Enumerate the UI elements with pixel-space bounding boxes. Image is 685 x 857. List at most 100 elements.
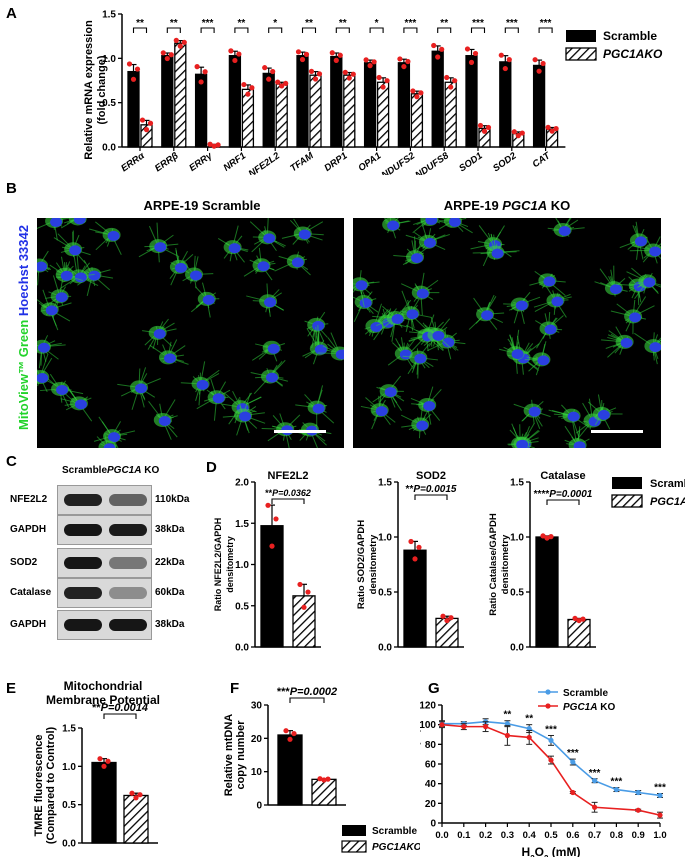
a-dot-scramble <box>363 57 369 63</box>
a-dot-ko <box>143 127 150 133</box>
a-sig-label: *** <box>472 18 484 29</box>
nucleus <box>558 225 571 236</box>
d2-stat-label: **P=0.0015 <box>406 484 457 495</box>
g-x-tick-label: 0.5 <box>544 830 558 841</box>
e-dot-ko <box>137 792 143 798</box>
wb-band <box>109 494 147 506</box>
a-dot-scramble <box>337 52 343 58</box>
d2-ylabel-group: Ratio SOD2/GAPDH densitometry <box>356 520 379 609</box>
a-dot-scramble <box>164 55 170 62</box>
nucleus <box>567 411 580 422</box>
a-dot-ko <box>147 120 154 126</box>
nucleus <box>448 218 461 227</box>
a-dot-scramble <box>435 54 441 60</box>
a-bar-scramble <box>499 61 512 148</box>
a-dot-ko <box>380 84 386 90</box>
g-x-tick-label: 1.0 <box>653 830 666 841</box>
g-point-scramble <box>570 759 576 765</box>
micrograph-ko-image <box>353 218 661 448</box>
panel-f-chart: F 0 10 20 30 ***P=0.0002 Relative mtDNA copy n… <box>223 680 420 853</box>
a-dot-ko <box>215 142 221 148</box>
g-line-ko <box>441 723 661 816</box>
panel-e-plot: 0.0 0.5 1.0 1.5 **P=0.0014 TMRE fluorescence(… <box>33 702 158 850</box>
a-dot-scramble <box>371 59 377 65</box>
nucleus <box>60 270 73 281</box>
g-ylabel: Survivial (%) <box>420 728 421 800</box>
micrograph-title-ko-prefix: ARPE-19 <box>443 198 503 213</box>
a-sig-label: ** <box>305 18 313 29</box>
a-x-tick-label: NFE2L2 <box>247 150 283 175</box>
panel-g-chart: G 0 20 40 60 80 100 120 0.0 0.1 0.2 0.3 0.4 0.5 0.6 0.… <box>420 680 667 857</box>
scale-bar <box>591 430 643 433</box>
nucleus <box>643 277 656 288</box>
wb-protein-label: Catalase <box>10 587 52 598</box>
f-legend-ko: PGC1AKO <box>372 842 420 853</box>
a-x-tick-label: NRF1 <box>221 150 248 173</box>
d1-y-tick-label: 0.0 <box>235 643 249 654</box>
d-legend-swatch-scramble <box>612 477 642 489</box>
d2-y-tick-label: 0.0 <box>378 643 392 654</box>
a-dot-scramble <box>126 61 133 67</box>
g-point-ko <box>592 804 598 810</box>
side-label-green: MitoView™ Green <box>16 319 31 430</box>
g-xlabel-part: 2 <box>530 854 535 857</box>
d1-dot-ko <box>297 581 303 588</box>
micrograph-ko <box>353 218 661 448</box>
g-point-scramble <box>526 726 532 732</box>
nucleus <box>375 406 388 417</box>
a-dot-scramble <box>472 50 479 57</box>
a-dot-ko <box>308 68 315 74</box>
d2-y-tick-label: 1.0 <box>378 533 392 544</box>
g-point-scramble <box>657 792 663 799</box>
nucleus <box>73 218 86 225</box>
d2-stat-stars: ** <box>406 484 414 495</box>
nucleus <box>416 288 429 299</box>
a-x-tick-label: NDUFS8 <box>413 150 451 175</box>
g-y-tick-label: 20 <box>425 799 437 810</box>
a-dot-ko <box>444 74 450 81</box>
nucleus <box>335 349 344 360</box>
nucleus <box>135 383 148 394</box>
nucleus <box>291 257 304 268</box>
e-y-tick-label: 0.0 <box>62 839 76 850</box>
wb-kda-label: 22kDa <box>155 557 185 568</box>
wb-band <box>64 557 102 569</box>
a-dot-ko <box>545 124 551 130</box>
a-bar-ko <box>343 74 356 148</box>
g-point-scramble <box>504 721 510 727</box>
g-legend-marker <box>545 703 551 709</box>
f-y-tick-label: 0 <box>256 801 262 812</box>
wb-header-ko-suffix: KO <box>141 465 160 476</box>
e-bar-scramble <box>91 761 117 844</box>
d3-ylabel: Ratio Catalase/GAPDH <box>488 513 499 616</box>
a-dot-ko <box>139 117 146 123</box>
d1-dot-scramble <box>273 516 279 522</box>
a-sig-bracket <box>335 27 350 33</box>
a-dot-scramble <box>202 69 208 75</box>
a-dot-ko <box>249 85 255 91</box>
d1-stat-stars: ** <box>265 488 273 498</box>
g-sig-label: ** <box>525 714 533 725</box>
a-dot-scramble <box>168 52 174 58</box>
d3-y-tick-label: 1.0 <box>510 533 524 544</box>
a-bar-scramble <box>262 72 275 148</box>
a-bar-ko <box>376 81 390 148</box>
a-dot-ko <box>452 78 458 84</box>
d1-y-tick-label: 2.0 <box>235 478 249 489</box>
nucleus <box>158 415 171 426</box>
a-bar-ko <box>275 83 288 148</box>
nucleus <box>154 242 167 253</box>
e-stat-stars: ** <box>92 702 101 714</box>
wb-band <box>64 587 102 599</box>
panel-f-letter: F <box>230 680 239 697</box>
a-bar-ko <box>444 81 457 148</box>
a-dot-ko <box>177 43 183 49</box>
nucleus <box>263 233 276 244</box>
wb-lane <box>57 578 152 608</box>
panel-d2-plot: 0.0 0.5 1.0 1.5 **P=0.0015 SOD2 Ratio SOD2/GAP… <box>356 470 464 654</box>
f-legend-swatch-ko <box>341 840 367 853</box>
d-legend-swatch-ko <box>611 494 643 508</box>
a-x-tick-label: ERRγ <box>187 150 215 174</box>
e-bar-ko <box>123 794 149 844</box>
